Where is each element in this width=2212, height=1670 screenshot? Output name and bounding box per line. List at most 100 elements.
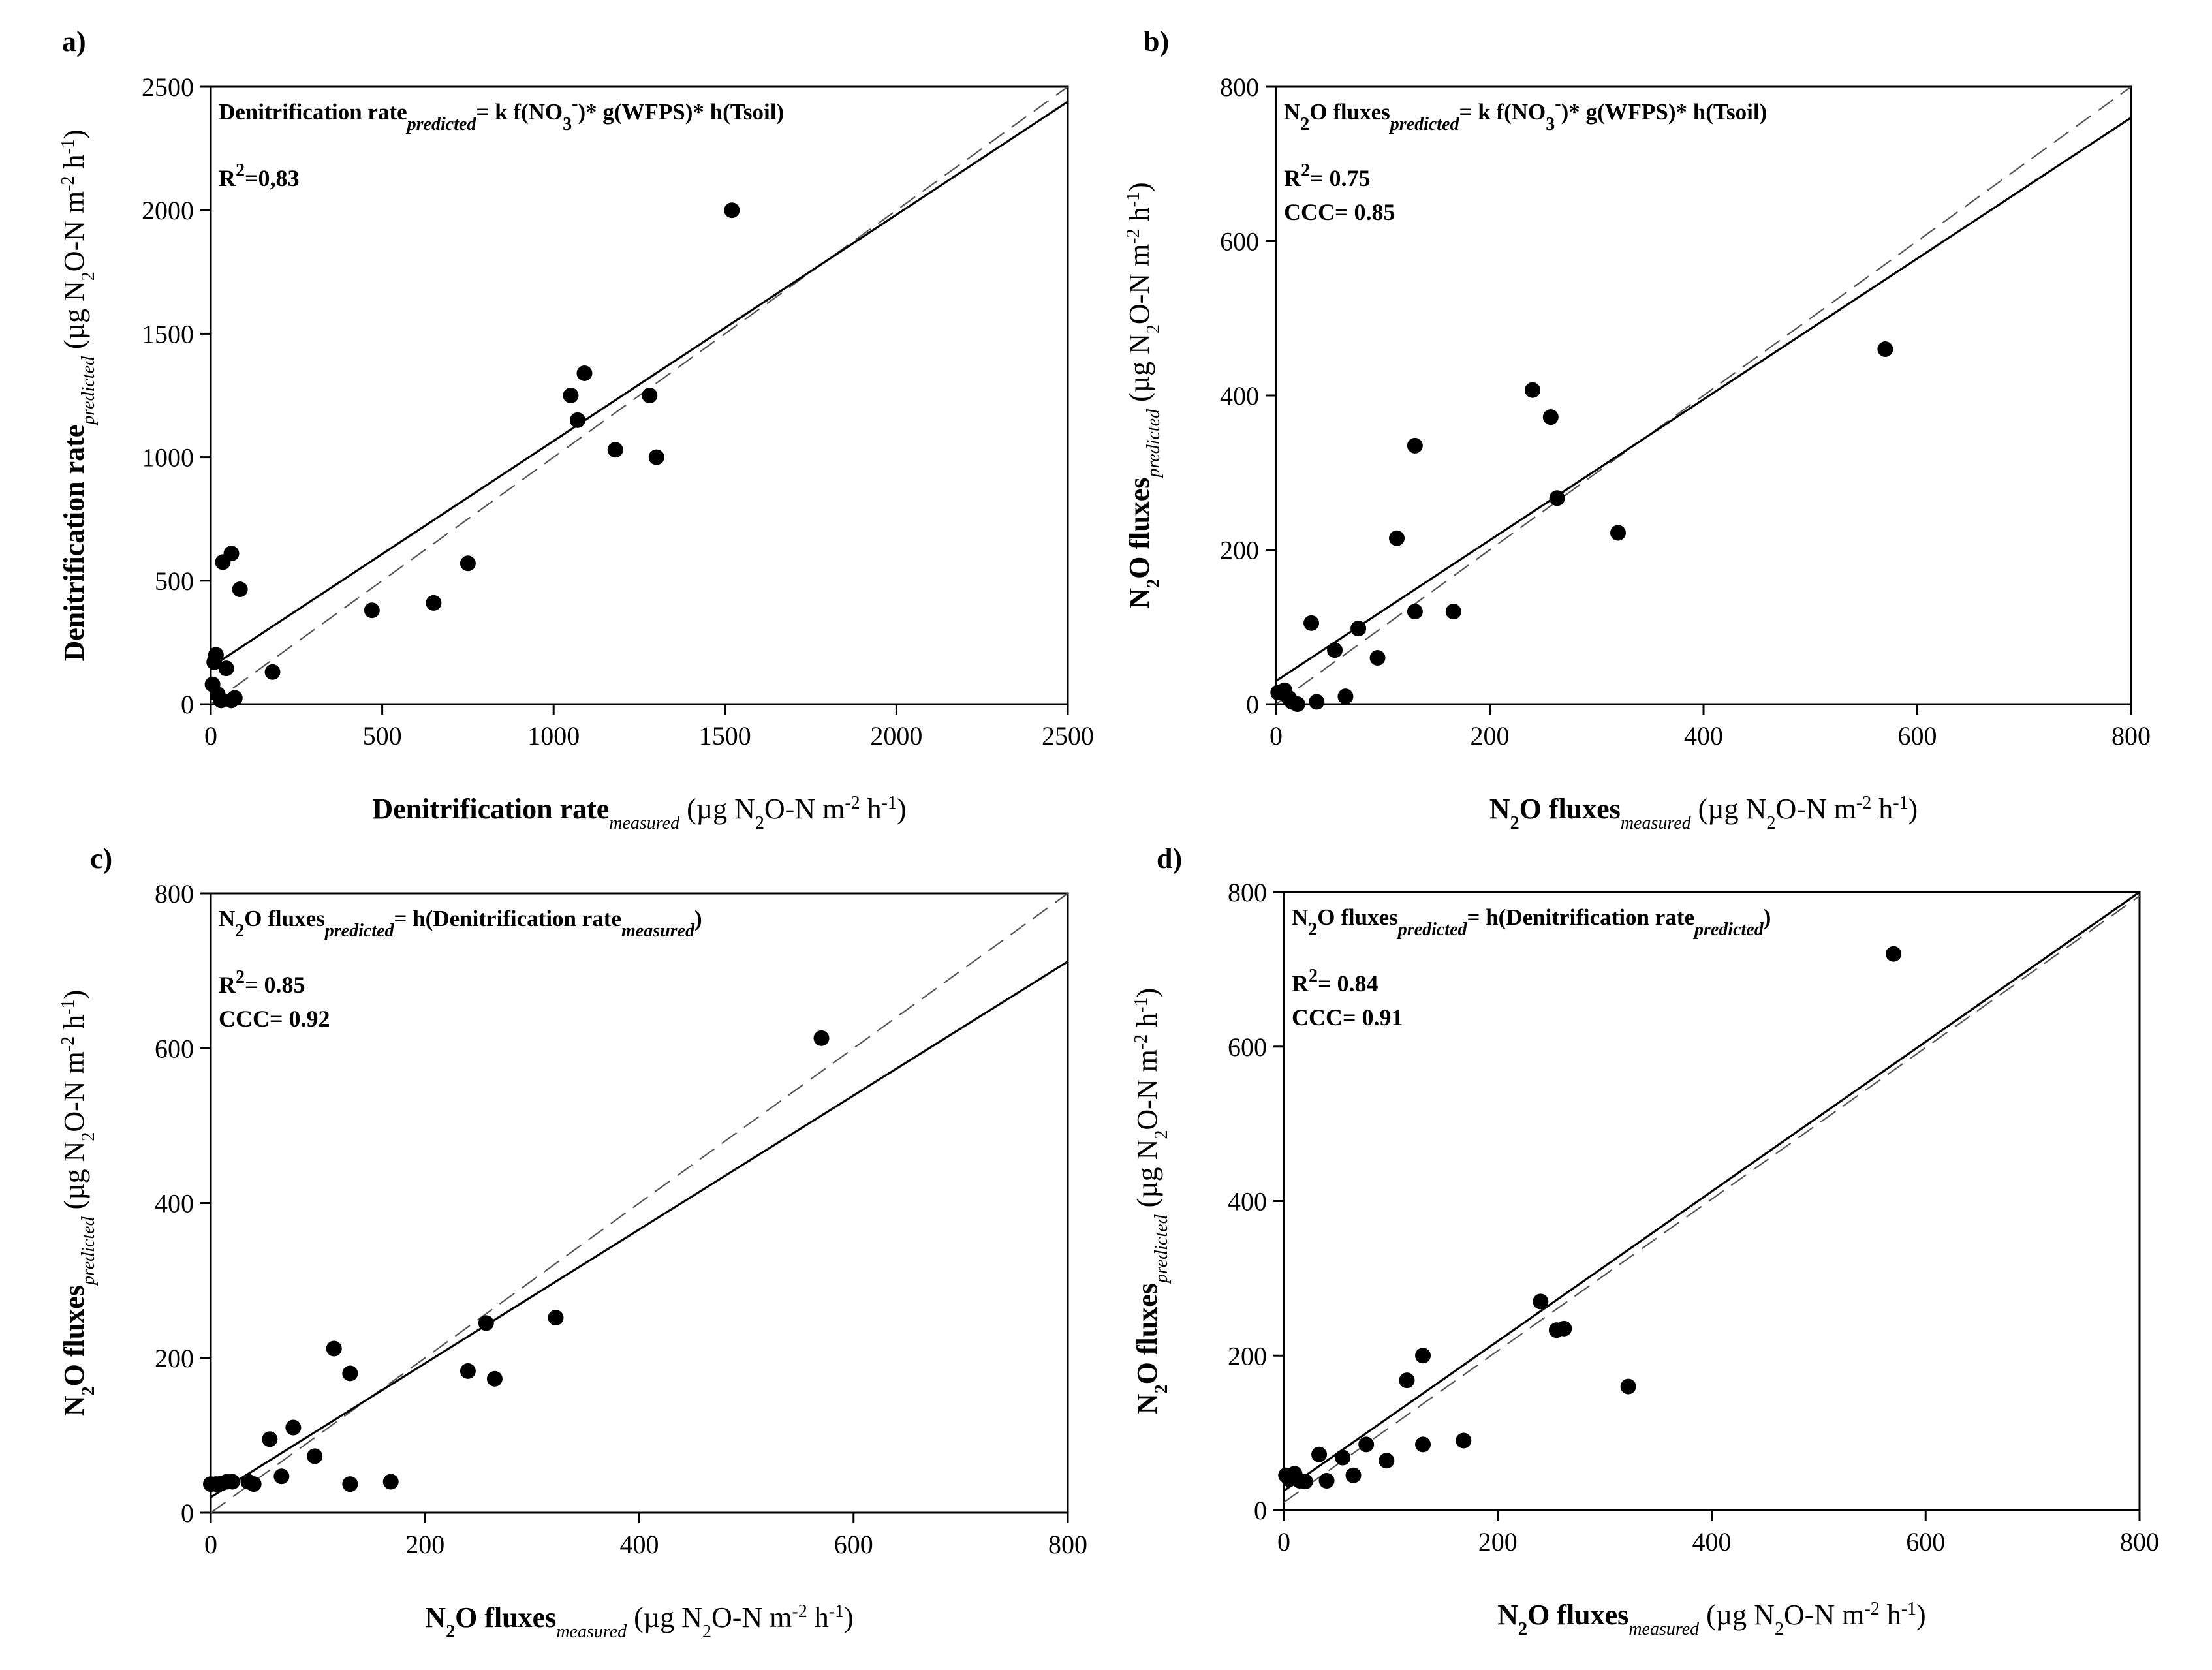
data-point (1399, 1372, 1415, 1389)
data-point (426, 595, 442, 611)
data-point (1886, 946, 1902, 962)
data-point (1533, 1293, 1549, 1310)
y-axis-label: Denitrification ratepredicted (µg N2O-N … (58, 129, 99, 661)
y-tick-label: 600 (1228, 1032, 1267, 1062)
r-squared-label: R2= 0.84 (1292, 966, 1379, 997)
data-point (1549, 490, 1565, 506)
data-point (1335, 1449, 1351, 1466)
y-axis-label: N2O fluxespredicted (µg N2O-N m-2 h-1) (58, 990, 99, 1416)
data-point (364, 602, 380, 619)
x-tick-label: 800 (2120, 1527, 2159, 1556)
y-tick-label: 0 (1254, 1496, 1267, 1525)
x-tick-label: 400 (620, 1530, 659, 1559)
r-squared-label: R2= 0.85 (219, 967, 305, 998)
x-axis-label: N2O fluxesmeasured (µg N2O-N m-2 h-1) (1489, 793, 1918, 833)
y-tick-label: 0 (1246, 690, 1259, 719)
y-axis-label: N2O fluxespredicted (µg N2O-N m-2 h-1) (1123, 182, 1164, 608)
y-tick-label: 800 (155, 879, 194, 908)
plot-frame (1283, 891, 2141, 1511)
data-point (245, 1476, 262, 1492)
data-point (1327, 642, 1343, 658)
regression-line (1276, 116, 2131, 682)
data-point (262, 1431, 278, 1447)
identity-line (1276, 87, 2131, 704)
y-tick-label: 2000 (142, 196, 194, 225)
y-tick-label: 500 (155, 566, 194, 596)
x-tick-label: 200 (1478, 1527, 1518, 1556)
y-tick-label: 600 (155, 1034, 194, 1063)
data-point (813, 1030, 830, 1046)
data-point (569, 412, 585, 428)
data-point (1407, 604, 1423, 620)
y-tick-label: 600 (1220, 227, 1259, 256)
x-tick-label: 800 (2111, 721, 2151, 750)
x-tick-label: 600 (834, 1530, 873, 1559)
data-point (1369, 650, 1386, 666)
data-point (1389, 530, 1405, 546)
y-tick-label: 800 (1228, 878, 1267, 907)
data-point (1297, 1474, 1313, 1490)
data-point (1358, 1436, 1375, 1453)
data-point (307, 1448, 323, 1464)
x-tick-label: 0 (204, 1530, 217, 1559)
panel-label: a) (62, 25, 86, 57)
data-point (1445, 604, 1461, 620)
data-point (460, 555, 476, 572)
y-tick-label: 400 (1220, 381, 1259, 410)
x-tick-label: 800 (1048, 1530, 1087, 1559)
data-point (1548, 1322, 1565, 1338)
identity-line (1284, 895, 2140, 1504)
x-tick-label: 2500 (1042, 721, 1094, 750)
data-point (1415, 1348, 1431, 1364)
data-point (1407, 437, 1423, 454)
data-point (1345, 1467, 1362, 1483)
data-point (1350, 621, 1367, 637)
regression-line (211, 961, 1068, 1498)
data-point (206, 654, 223, 670)
data-point (460, 1363, 476, 1379)
panel-a: 0 500 1000 1500 2000 2500 0 500 1000 1500 2000 2500… (58, 25, 1095, 833)
data-point (576, 365, 593, 381)
r-squared-label: R2=0,83 (219, 161, 300, 192)
y-tick-label: 200 (155, 1344, 194, 1373)
data-point (285, 1419, 302, 1436)
data-point (264, 664, 281, 680)
panel-b: 0 200 400 600 800 0 200 400 600 800 b) N2O fluxespr… (1123, 25, 2151, 833)
data-point (478, 1315, 494, 1331)
y-tick-label: 1500 (142, 319, 194, 348)
x-tick-label: 400 (1692, 1527, 1732, 1556)
data-point (342, 1365, 358, 1382)
y-tick-label: 400 (1228, 1187, 1267, 1216)
data-point (273, 1468, 290, 1485)
data-point (1379, 1453, 1395, 1469)
x-tick-label: 2000 (870, 721, 922, 750)
data-point (1456, 1432, 1472, 1449)
ccc-label: CCC= 0.85 (1284, 199, 1395, 225)
data-point (215, 554, 231, 570)
x-tick-label: 0 (1277, 1527, 1290, 1556)
regression-line (1284, 892, 2140, 1492)
data-point (1525, 382, 1540, 398)
x-tick-label: 200 (405, 1530, 444, 1559)
data-point (232, 581, 248, 598)
data-point (326, 1340, 342, 1357)
panel-c: 0 200 400 600 800 0 200 400 600 800 c) N2O fluxespr… (58, 843, 1088, 1642)
ccc-label: CCC= 0.91 (1292, 1004, 1403, 1030)
data-point (648, 449, 664, 465)
panel-label: c) (90, 843, 112, 874)
x-tick-label: 0 (1270, 721, 1283, 750)
data-point (218, 660, 234, 677)
x-tick-label: 1500 (699, 721, 751, 750)
y-tick-label: 800 (1220, 72, 1259, 102)
y-axis-label: N2O fluxespredicted (µg N2O-N m-2 h-1) (1131, 988, 1172, 1414)
y-tick-label: 400 (155, 1189, 194, 1218)
data-point (382, 1474, 399, 1490)
regression-line (211, 101, 1068, 668)
y-tick-label: 2500 (142, 72, 194, 102)
data-point (226, 690, 243, 706)
data-point (1311, 1446, 1328, 1462)
x-tick-label: 0 (204, 721, 217, 750)
data-point (1620, 1378, 1636, 1395)
data-point (563, 388, 579, 403)
